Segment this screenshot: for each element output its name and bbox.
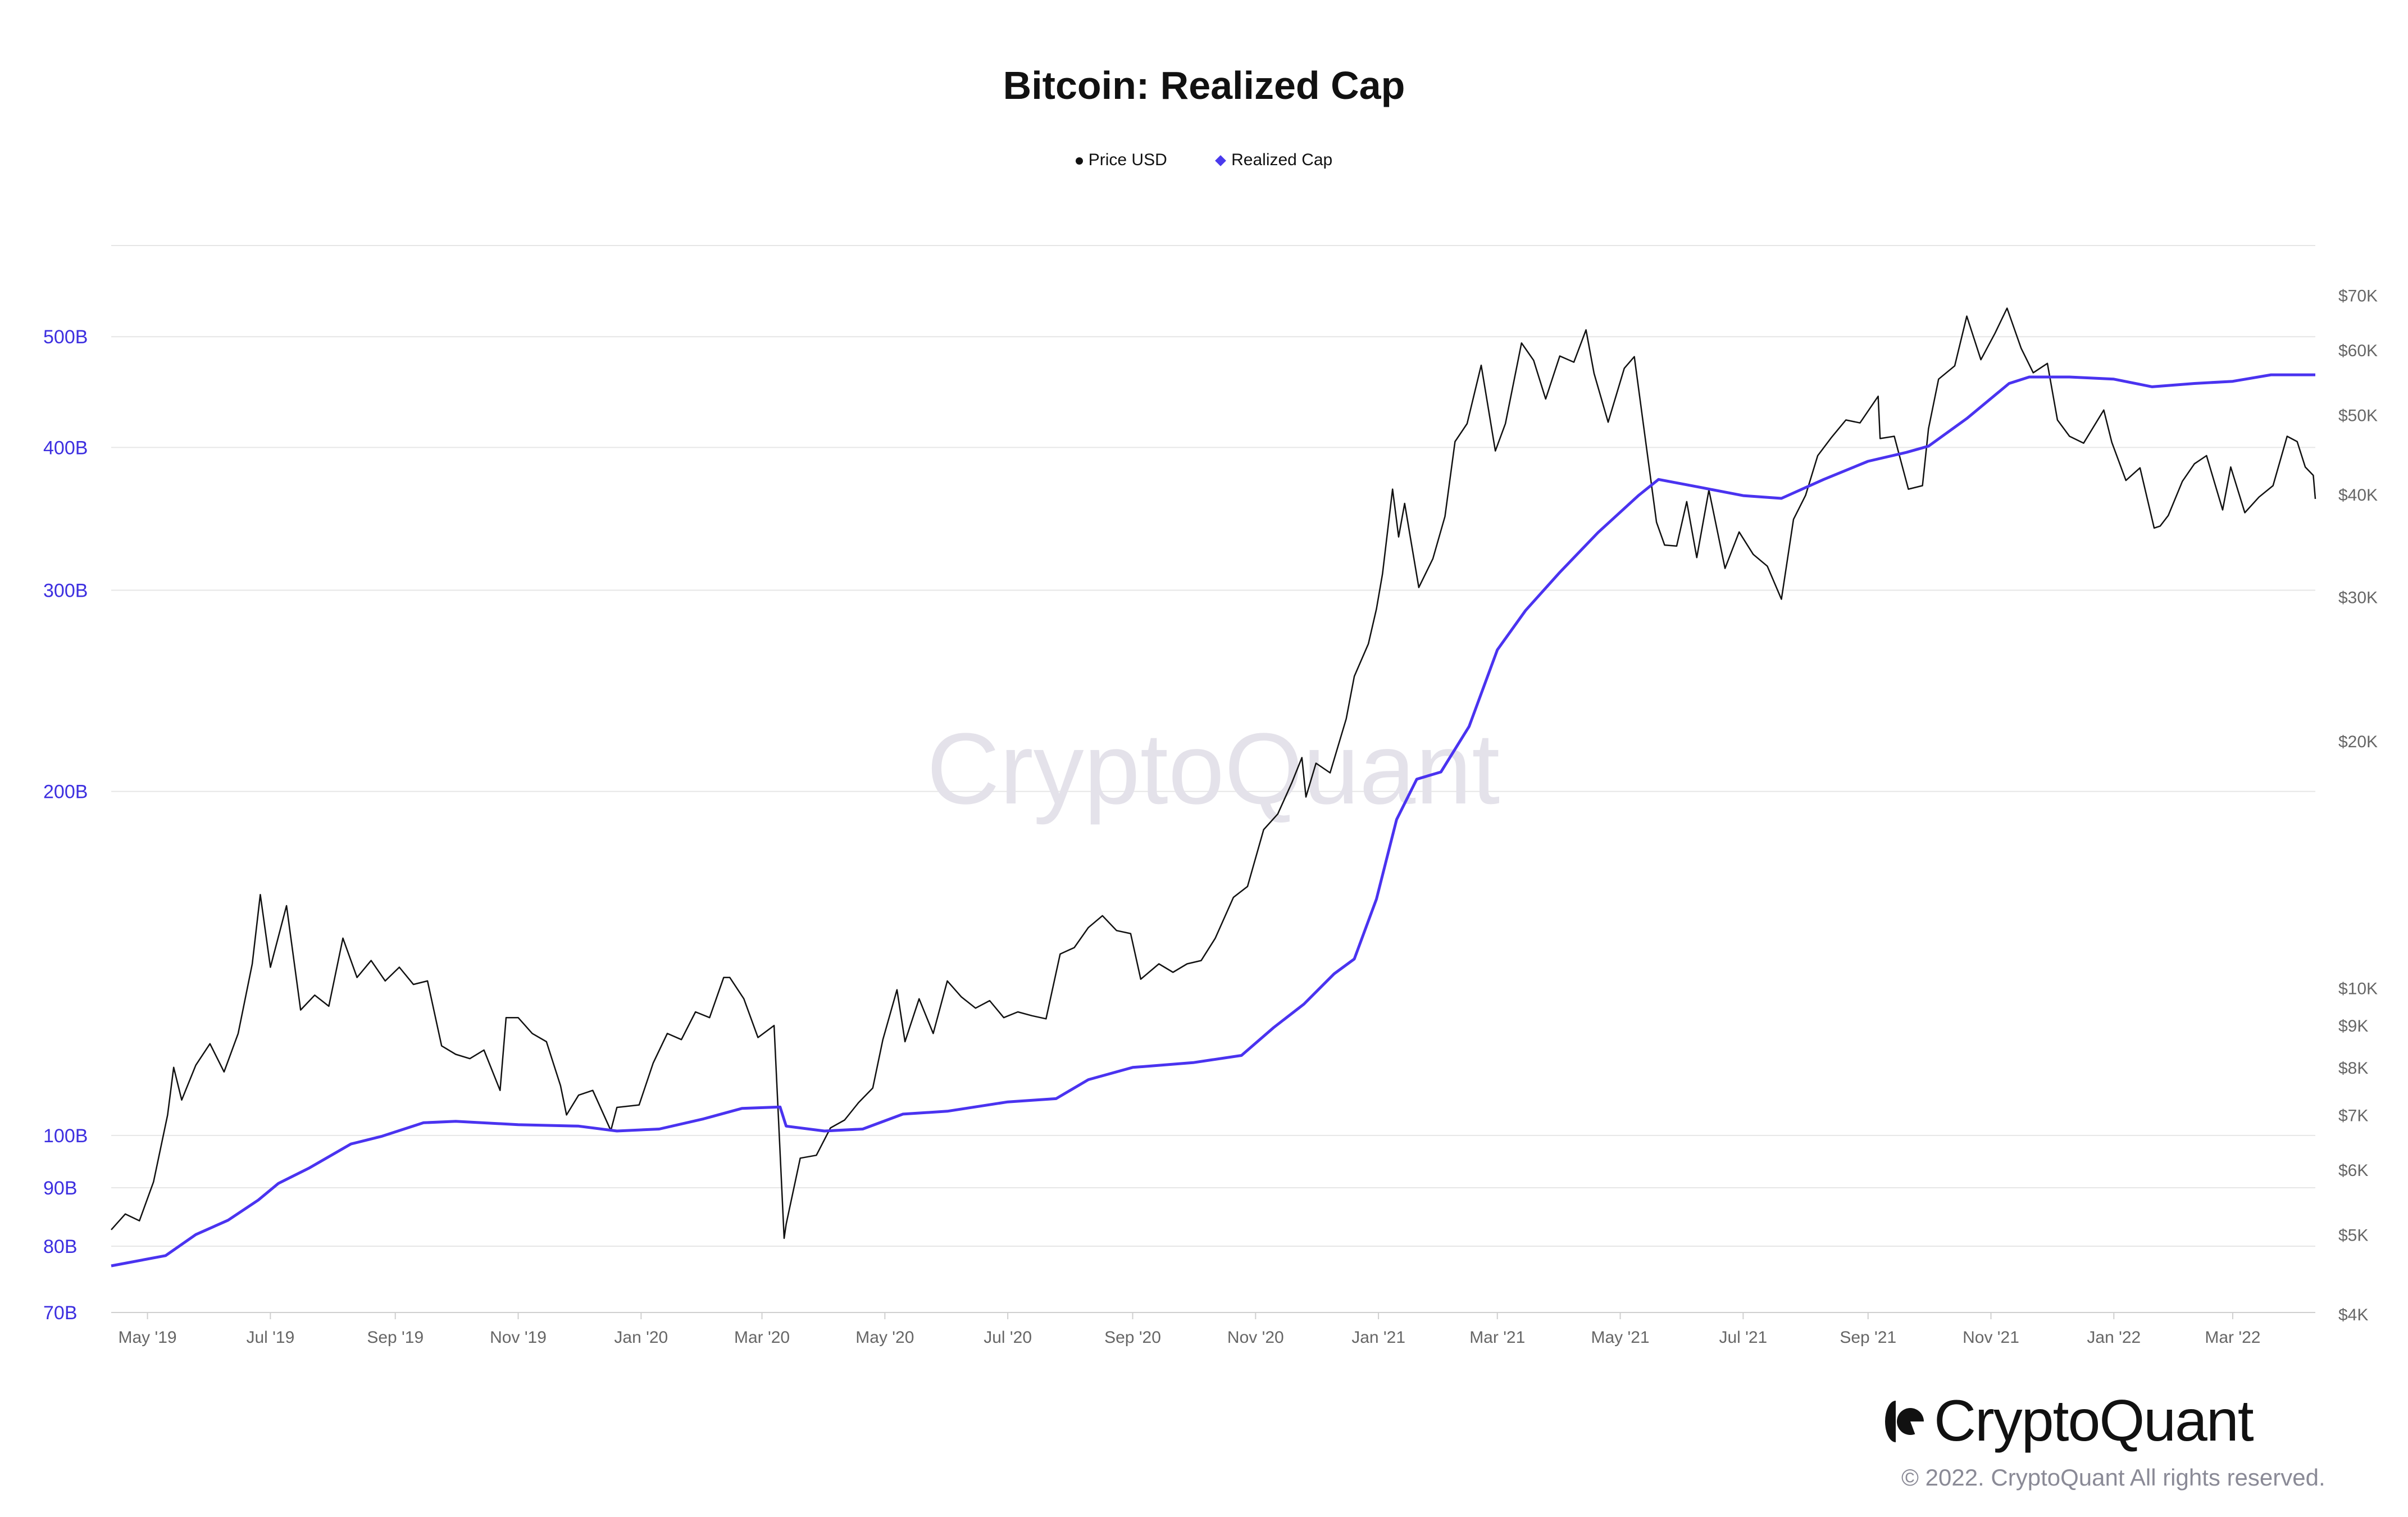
x-tick-label: Jan '21	[1351, 1328, 1405, 1347]
legend-item-price[interactable]: Price USD	[1075, 151, 1167, 170]
y-right-tick-label: $30K	[2338, 588, 2378, 607]
y-left-tick-label: 80B	[43, 1236, 78, 1257]
x-tick-label: Jul '20	[984, 1328, 1032, 1347]
y-right-tick-label: $5K	[2338, 1227, 2368, 1245]
y-right-tick-label: $40K	[2338, 486, 2378, 505]
x-tick-label: Sep '21	[1840, 1328, 1896, 1347]
x-tick-label: Nov '20	[1227, 1328, 1284, 1347]
x-tick-label: Nov '21	[1963, 1328, 2019, 1347]
x-tick-label: Jul '21	[1719, 1328, 1767, 1347]
circle-icon	[1075, 157, 1083, 165]
x-tick-label: Nov '19	[490, 1328, 547, 1347]
x-tick-label: Jan '22	[2087, 1328, 2141, 1347]
y-right-tick-label: $6K	[2338, 1161, 2368, 1180]
x-tick-label: Mar '21	[1469, 1328, 1525, 1347]
x-tick-label: May '19	[119, 1328, 177, 1347]
cryptoquant-logo-icon	[1885, 1400, 1924, 1442]
x-tick-label: May '21	[1591, 1328, 1649, 1347]
y-left-tick-label: 100B	[43, 1125, 88, 1147]
x-tick-label: Sep '20	[1104, 1328, 1161, 1347]
x-tick-label: Jul '19	[246, 1328, 294, 1347]
watermark: CryptoQuant	[927, 712, 1500, 825]
y-left-tick-label: 300B	[43, 580, 88, 601]
series-realized-cap	[111, 373, 2315, 1268]
legend-label: Realized Cap	[1231, 151, 1333, 169]
y-left-tick-label: 90B	[43, 1178, 78, 1199]
y-left-tick-label: 70B	[43, 1302, 78, 1324]
chart-title: Bitcoin: Realized Cap	[1003, 63, 1405, 107]
series-line	[111, 307, 2316, 1239]
x-tick-label: Mar '20	[734, 1328, 790, 1347]
cryptoquant-logo: CryptoQuant	[1884, 1388, 2254, 1455]
y-left-tick-label: 200B	[43, 782, 88, 803]
legend-label: Price USD	[1088, 151, 1167, 169]
x-tick-label: Jan '20	[614, 1328, 668, 1347]
y-right-tick-label: $8K	[2338, 1059, 2368, 1078]
series-line	[111, 373, 2315, 1268]
y-right-tick-label: $4K	[2338, 1306, 2368, 1324]
series-price-usd	[111, 307, 2316, 1239]
gridlines	[111, 245, 2315, 1319]
y-right-tick-label: $10K	[2338, 979, 2378, 998]
axis-labels: 70B 80B 90B 100B 200B 300B 400B 500B $4K $5K $6K $7…	[43, 287, 2378, 1347]
logo-text: CryptoQuant	[1934, 1388, 2254, 1454]
x-tick-label: May '20	[855, 1328, 914, 1347]
y-right-tick-label: $70K	[2338, 287, 2378, 305]
y-right-tick-label: $50K	[2338, 407, 2378, 425]
y-right-tick-label: $60K	[2338, 342, 2378, 360]
legend-item-realized-cap[interactable]: Realized Cap	[1215, 151, 1333, 170]
legend: Price USD Realized Cap	[0, 151, 2408, 170]
y-left-tick-label: 400B	[43, 437, 88, 458]
y-left-tick-label: 500B	[43, 326, 88, 348]
x-tick-label: Mar '22	[2205, 1328, 2260, 1347]
y-right-tick-label: $7K	[2338, 1106, 2368, 1125]
x-tick-label: Sep '19	[367, 1328, 424, 1347]
y-right-tick-label: $9K	[2338, 1017, 2368, 1035]
copyright: © 2022. CryptoQuant All rights reserved.	[1901, 1464, 2325, 1491]
y-right-tick-label: $20K	[2338, 733, 2378, 751]
series-group	[111, 307, 2316, 1268]
